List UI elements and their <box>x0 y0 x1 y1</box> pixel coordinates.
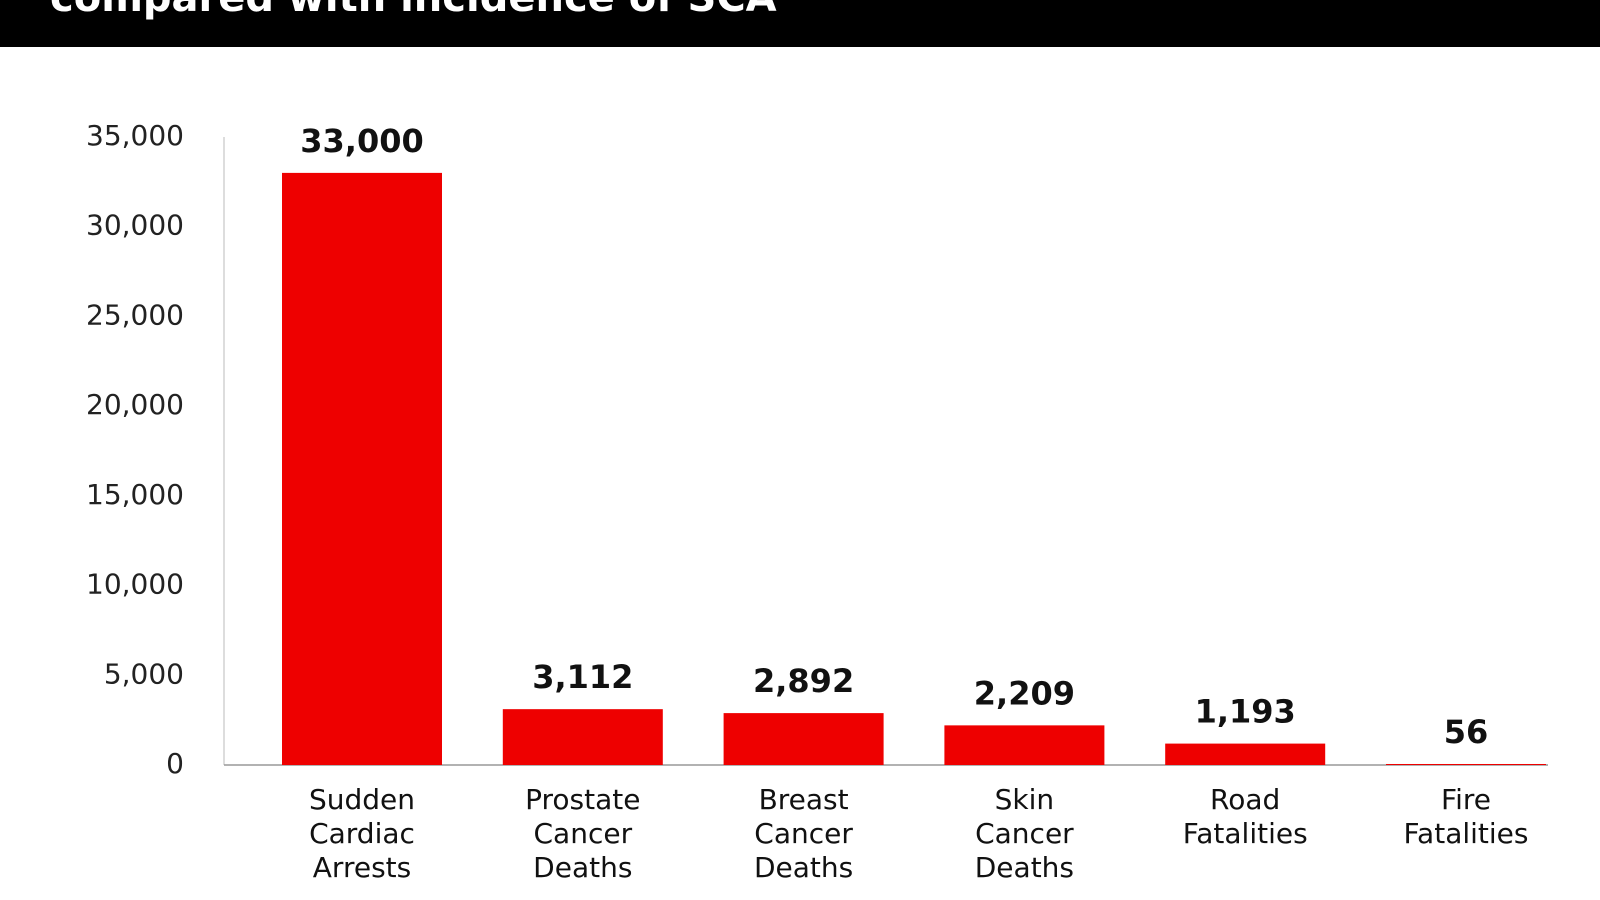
value-label: 56 <box>1444 713 1489 751</box>
bar <box>502 709 663 765</box>
x-tick-label: Road Fatalities <box>1182 783 1308 850</box>
value-label: 33,000 <box>300 122 423 160</box>
bar <box>1165 743 1326 765</box>
x-tick-label: Fire Fatalities <box>1403 783 1529 850</box>
x-tick-label: Skin Cancer Deaths <box>974 783 1075 884</box>
bar <box>1386 763 1546 765</box>
value-label: 1,193 <box>1195 693 1296 731</box>
bar <box>723 713 884 765</box>
y-tick-label: 15,000 <box>86 478 184 511</box>
y-tick-label: 20,000 <box>86 388 184 421</box>
value-label: 2,892 <box>753 662 854 700</box>
y-tick-label: 10,000 <box>86 568 184 601</box>
y-tick-label: 0 <box>166 747 184 780</box>
x-tick-label: Breast Cancer Deaths <box>753 783 854 884</box>
x-tick-label: Prostate Cancer Deaths <box>525 783 641 884</box>
y-tick-label: 35,000 <box>86 119 184 152</box>
value-label: 3,112 <box>532 658 633 696</box>
bar <box>944 725 1105 765</box>
x-tick-label: Sudden Cardiac Arrests <box>308 783 416 884</box>
value-label: 2,209 <box>974 674 1075 712</box>
y-tick-label: 25,000 <box>86 298 184 331</box>
header-bar <box>0 0 1600 47</box>
y-tick-label: 5,000 <box>104 657 184 690</box>
chart-title: compared with incidence of SCA <box>50 0 777 21</box>
y-tick-label: 30,000 <box>86 209 184 242</box>
bar <box>282 172 442 765</box>
